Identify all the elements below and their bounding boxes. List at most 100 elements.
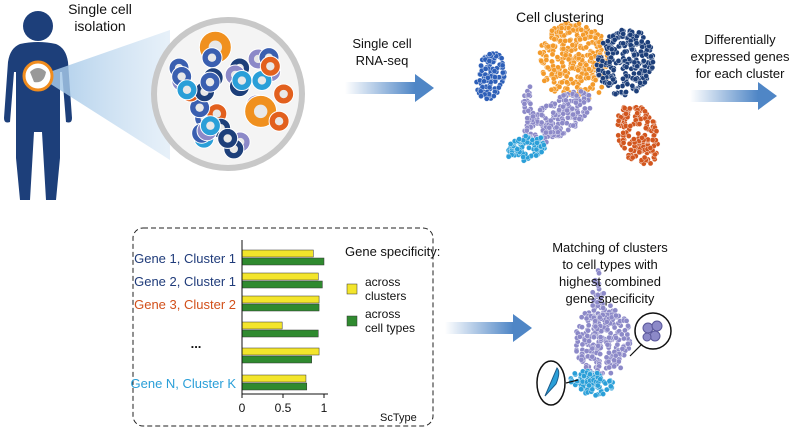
cell-dot: [606, 349, 612, 356]
cell-dot: [612, 307, 619, 314]
cell-dot: [636, 121, 643, 127]
cell-dot: [553, 124, 560, 131]
cell-dot: [604, 326, 611, 333]
cell-dot: [606, 80, 613, 86]
cell-dot: [612, 91, 619, 97]
cell-dot: [578, 356, 585, 363]
cell-dot: [619, 345, 626, 352]
cell-dot: [547, 102, 554, 109]
cell-dot: [594, 370, 601, 376]
cell-dot: [538, 112, 545, 118]
cell-dot: [596, 270, 602, 276]
cell-dot: [647, 145, 654, 151]
cell-dot: [591, 307, 597, 314]
cell-dot: [589, 345, 596, 352]
cell-dot: [540, 70, 547, 77]
cell-dot: [560, 92, 567, 99]
cell-dot: [481, 78, 487, 85]
bar: [241, 321, 283, 330]
cell-dot: [649, 137, 656, 143]
cell-dot: [575, 51, 582, 58]
cell-dot: [577, 36, 583, 43]
legend-swatch: [346, 315, 358, 327]
cell-dot: [639, 135, 645, 141]
cell-dot: [631, 70, 637, 77]
cell-dot: [610, 76, 616, 83]
cell-dot: [581, 373, 587, 379]
arrow: [690, 82, 777, 110]
cell-dot: [626, 140, 633, 147]
cell-dot: [614, 341, 621, 348]
step-label: expressed genes: [690, 49, 790, 64]
nucleus: [205, 77, 215, 87]
cell-dot: [485, 74, 491, 81]
cell-dot: [591, 334, 597, 340]
cell-dot: [560, 46, 567, 52]
cell-dot: [547, 129, 554, 136]
cell-dot: [486, 58, 493, 64]
cell-dot: [562, 52, 569, 59]
cell-dot: [557, 71, 563, 77]
cell-dot: [613, 334, 619, 341]
cell-dot: [588, 55, 595, 61]
cell-dot: [596, 89, 602, 96]
cell-dot: [590, 81, 596, 88]
cell-dot: [537, 107, 543, 113]
cell-dot: [651, 132, 657, 139]
cell-dot: [597, 351, 603, 357]
cell-dot: [527, 100, 534, 107]
cell-dot: [626, 105, 633, 112]
cell-dot: [598, 62, 604, 69]
cell-dot: [592, 323, 599, 330]
cell-dot: [640, 58, 647, 64]
cell-dot: [550, 109, 557, 116]
step-label: gene specificity: [566, 291, 655, 306]
nucleus: [212, 109, 222, 118]
cell-dot: [555, 129, 561, 135]
cell-dot: [499, 62, 506, 69]
cell-dot: [520, 154, 526, 160]
cell-dot: [582, 35, 588, 42]
cell-dot: [634, 63, 640, 70]
cell-dot: [537, 134, 544, 141]
cell-dot: [514, 146, 521, 152]
cell-dot: [618, 331, 625, 338]
cell-dot: [600, 290, 607, 297]
cell-dot: [600, 391, 606, 397]
cell-dot: [533, 152, 539, 159]
cell-dot: [636, 149, 643, 156]
cell-dot: [534, 140, 540, 146]
cell-dot: [623, 110, 629, 117]
cell-dot: [555, 64, 561, 71]
cell-dot: [524, 127, 530, 134]
cell-dot: [647, 160, 654, 167]
cell-dot: [577, 333, 583, 340]
cell-dot: [581, 99, 587, 106]
cell-dot: [631, 59, 638, 66]
nucleus: [207, 53, 217, 62]
cell-dot: [642, 79, 648, 86]
step-label: RNA-seq: [356, 53, 409, 68]
cell-dot: [631, 136, 637, 142]
bar: [241, 295, 320, 304]
bar: [241, 257, 325, 266]
cell-dot: [633, 88, 640, 94]
cell-dot: [579, 341, 586, 348]
nucleus: [195, 103, 204, 112]
cell-dot: [498, 55, 505, 62]
cell-dot: [636, 29, 642, 36]
cell-dot: [585, 75, 592, 81]
cell-dot: [575, 109, 581, 116]
cell-dot: [564, 79, 570, 86]
cell-dot: [610, 67, 617, 73]
human: [4, 11, 72, 200]
cell-dot: [624, 331, 631, 338]
arrow: [345, 74, 434, 102]
cell-dot: [596, 314, 603, 321]
gene-label: Gene 2, Cluster 1: [134, 274, 236, 289]
cell-dot: [477, 88, 484, 95]
cell-dot: [599, 58, 606, 64]
cell-dot: [620, 140, 627, 146]
cell-dot: [500, 69, 506, 76]
nucleus: [279, 89, 288, 99]
